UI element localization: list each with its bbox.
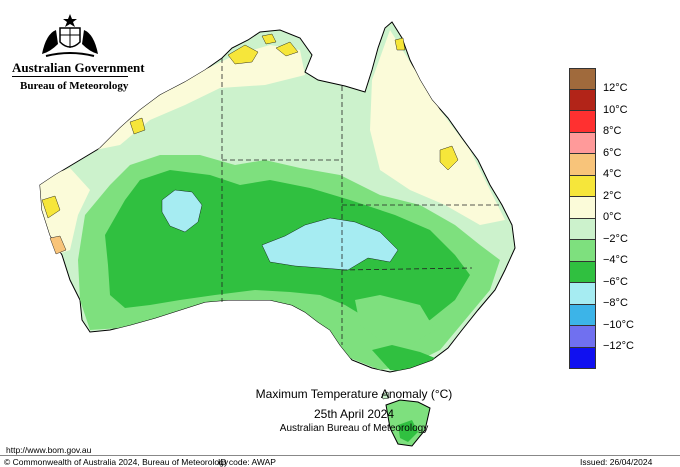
patch-pilbara-yellow <box>129 117 146 135</box>
legend-label: −6°C <box>603 275 628 288</box>
region-westcoast-cream <box>40 168 90 255</box>
legend-swatch <box>569 261 596 283</box>
patch-kimberley-yellow-2 <box>275 41 299 57</box>
id-code: ID code: AWAP <box>218 457 276 467</box>
patch-wa-coast-yellow <box>41 195 61 219</box>
island-mini <box>381 391 390 400</box>
color-legend <box>569 68 596 369</box>
legend-label: 8°C <box>603 125 622 137</box>
legend-label: 4°C <box>603 168 622 180</box>
legend-label: 10°C <box>603 103 628 116</box>
region-minus6-wa <box>161 189 203 233</box>
region-queensland-cream <box>370 30 505 225</box>
footer-divider <box>0 455 680 456</box>
map-date: 25th April 2024 <box>313 407 395 421</box>
copyright-text: © Commonwealth of Australia 2024, Bureau… <box>4 457 229 467</box>
legend-label: −10°C <box>603 318 635 331</box>
map-source: Australian Bureau of Meteorology <box>279 423 429 434</box>
region-sa-pocket <box>355 295 435 345</box>
agency-title: Bureau of Meteorology <box>20 80 129 92</box>
legend-swatch <box>569 154 596 176</box>
legend-label: −4°C <box>603 254 628 266</box>
legend-swatch <box>569 111 596 133</box>
patch-topend-yellow <box>261 33 277 45</box>
legend-label: 2°C <box>603 189 622 202</box>
legend-label: 6°C <box>603 146 622 159</box>
legend-swatch <box>569 326 596 348</box>
legend-label: 0°C <box>603 211 622 223</box>
legend-label: −2°C <box>603 232 628 245</box>
legend-swatch <box>569 68 596 90</box>
state-borders <box>221 58 500 345</box>
legend-label: −12°C <box>603 340 635 352</box>
coat-of-arms-icon <box>42 14 98 57</box>
legend-swatch <box>569 175 596 197</box>
legend-swatch <box>569 347 596 369</box>
legend-label: 12°C <box>603 82 628 94</box>
tasmania-dark-patch <box>398 420 418 442</box>
legend-label: −8°C <box>603 297 628 309</box>
issued-date: Issued: 26/04/2024 <box>580 457 653 467</box>
legend-swatch <box>569 132 596 154</box>
region-northwest-cream <box>95 45 305 150</box>
legend-swatch <box>569 240 596 262</box>
map-title: Maximum Temperature Anomaly (°C) <box>255 387 453 401</box>
legend-swatch <box>569 218 596 240</box>
region-minus6-central <box>261 217 399 271</box>
patch-wa-coast-orange <box>49 235 67 255</box>
legend-swatch <box>569 283 596 305</box>
patch-capeyork-yellow <box>394 37 406 51</box>
website-link[interactable]: http://www.bom.gov.au <box>6 445 92 455</box>
patch-qld-yellow <box>439 145 459 171</box>
legend-swatch <box>569 304 596 326</box>
legend-swatch <box>569 89 596 111</box>
legend-swatch <box>569 197 596 219</box>
government-title: Australian Government <box>12 60 145 75</box>
header-divider <box>12 76 128 77</box>
patch-kimberley-yellow <box>227 44 259 65</box>
